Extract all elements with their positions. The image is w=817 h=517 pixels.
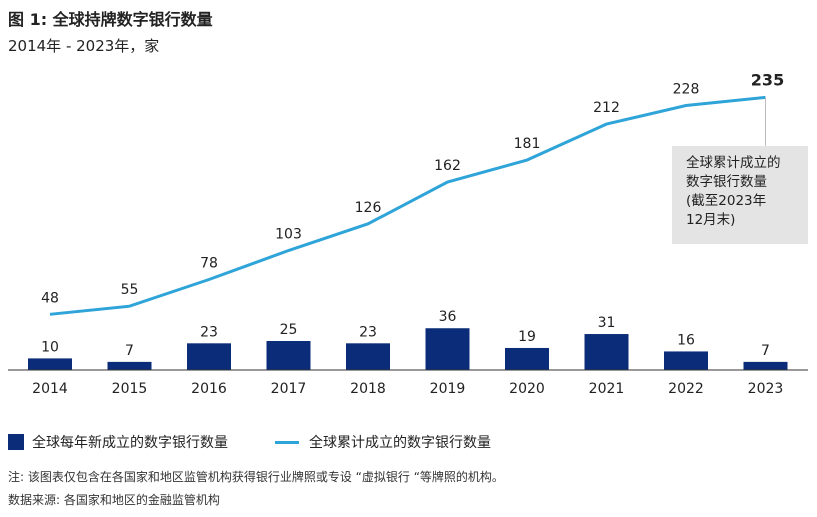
bar [107,361,152,370]
bar [28,358,72,370]
bar [425,328,470,370]
legend-bar-label: 全球每年新成立的数字银行数量 [32,435,228,451]
x-tick-label: 2019 [430,381,466,397]
line-data-label: 55 [121,282,139,298]
bar-data-label: 10 [41,339,59,355]
bar [346,343,390,370]
bar [664,351,708,370]
line-data-label: 78 [200,256,218,272]
legend-line-label: 全球累计成立的数字银行数量 [309,435,491,451]
line-data-label: 235 [751,70,784,89]
bar [187,343,231,370]
x-tick-label: 2016 [191,381,227,397]
source: 数据来源: 各国家和地区的金融监管机构 [8,493,220,507]
bar-data-label: 16 [677,332,695,348]
chart-plot: 10 2014 7 2015 23 2016 25 2017 23 2018 36 2019 19 202… [8,70,808,397]
bar-data-label: 7 [125,343,134,359]
chart-title: 图 1: 全球持牌数字银行数量 [8,10,213,29]
legend-line: 全球累计成立的数字银行数量 [275,432,491,452]
x-tick-label: 2018 [350,381,386,397]
x-tick-label: 2015 [112,381,148,397]
bar-data-label: 31 [598,315,616,331]
bar-data-label: 23 [359,324,377,340]
bar [505,347,549,370]
x-tick-label: 2021 [589,381,625,397]
bar-data-label: 25 [280,322,298,338]
line-data-label: 181 [514,136,541,152]
x-tick-label: 2022 [668,381,704,397]
annotation-line: 全球累计成立的 [686,155,781,171]
x-tick-label: 2020 [509,381,545,397]
bar-data-label: 23 [200,324,218,340]
line-data-label: 212 [593,100,620,116]
bar-data-label: 7 [761,343,770,359]
x-tick-label: 2023 [748,381,784,397]
bar-data-label: 19 [518,329,536,345]
legend-bar: 全球每年新成立的数字银行数量 [8,432,228,452]
bar [584,334,629,370]
bar [266,341,311,370]
annotation-box: 全球累计成立的 数字银行数量 (截至2023年 12月末) [672,146,808,244]
legend-line-swatch [275,440,299,444]
bar-data-label: 36 [439,309,457,325]
cumulative-line [49,95,766,316]
line-data-label: 162 [434,158,461,174]
annotation-line: (截至2023年 [686,193,767,209]
line-data-label: 126 [355,200,382,216]
footnote: 注: 该图表仅包含在各国家和地区监管机构获得银行业牌照或专设 “虚拟银行 “等牌… [8,470,504,484]
bar [743,361,788,370]
legend-bar-swatch [8,434,24,450]
annotation-line: 12月末) [686,212,736,228]
chart-subtitle: 2014年 - 2023年，家 [8,37,160,55]
line-data-label: 228 [673,82,700,98]
x-tick-label: 2017 [271,381,307,397]
line-data-label: 103 [275,227,302,243]
x-tick-label: 2014 [32,381,68,397]
line-data-label: 48 [41,290,59,306]
annotation-line: 数字银行数量 [686,174,767,190]
